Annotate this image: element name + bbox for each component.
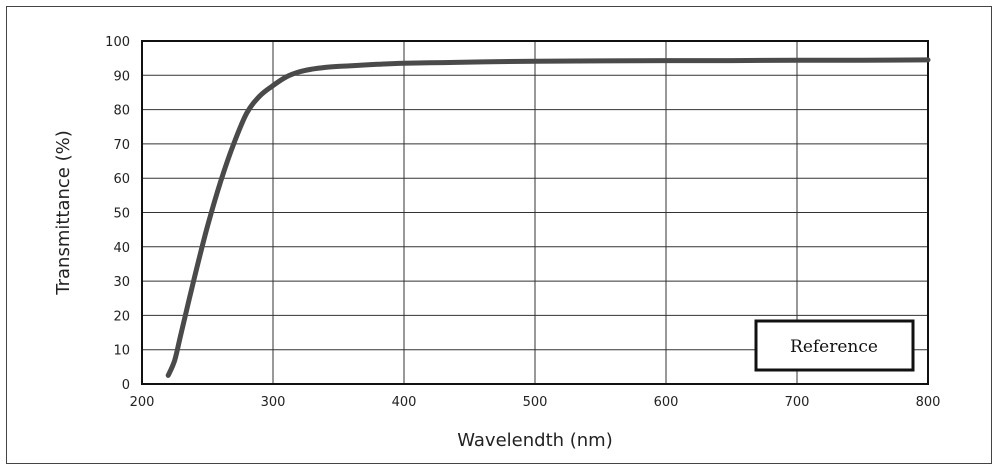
x-tick-label: 600 bbox=[654, 395, 679, 410]
y-tick-labels: 0 10 20 30 40 50 60 70 80 90 100 bbox=[105, 35, 130, 393]
x-tick-label: 400 bbox=[392, 395, 417, 410]
x-tick-label: 200 bbox=[130, 395, 155, 410]
reference-box: Reference bbox=[754, 319, 915, 372]
y-tick-label: 50 bbox=[113, 207, 130, 222]
reference-label: Reference bbox=[790, 337, 878, 357]
x-tick-label: 800 bbox=[916, 395, 941, 410]
x-tick-labels: 200 300 400 500 600 700 800 bbox=[130, 395, 941, 410]
y-tick-label: 40 bbox=[113, 241, 130, 256]
plot-border bbox=[141, 40, 929, 385]
y-tick-label: 80 bbox=[113, 104, 130, 119]
x-tick-label: 500 bbox=[523, 395, 548, 410]
y-tick-label: 10 bbox=[113, 344, 130, 359]
transmittance-curve bbox=[165, 57, 931, 378]
y-tick-label: 100 bbox=[105, 35, 130, 50]
y-tick-label: 60 bbox=[113, 172, 130, 187]
y-tick-label: 20 bbox=[113, 309, 130, 324]
reference-box-border bbox=[754, 319, 915, 372]
x-axis-title: Wavelendth (nm) bbox=[457, 430, 613, 451]
x-tick-label: 700 bbox=[785, 395, 810, 410]
y-tick-label: 90 bbox=[113, 69, 130, 84]
chart-frame bbox=[6, 6, 992, 464]
y-tick-label: 70 bbox=[113, 138, 130, 153]
y-tick-label: 30 bbox=[113, 275, 130, 290]
y-tick-label: 0 bbox=[122, 378, 130, 393]
y-axis-title: Transmittance (%) bbox=[53, 130, 74, 296]
x-tick-label: 300 bbox=[261, 395, 286, 410]
